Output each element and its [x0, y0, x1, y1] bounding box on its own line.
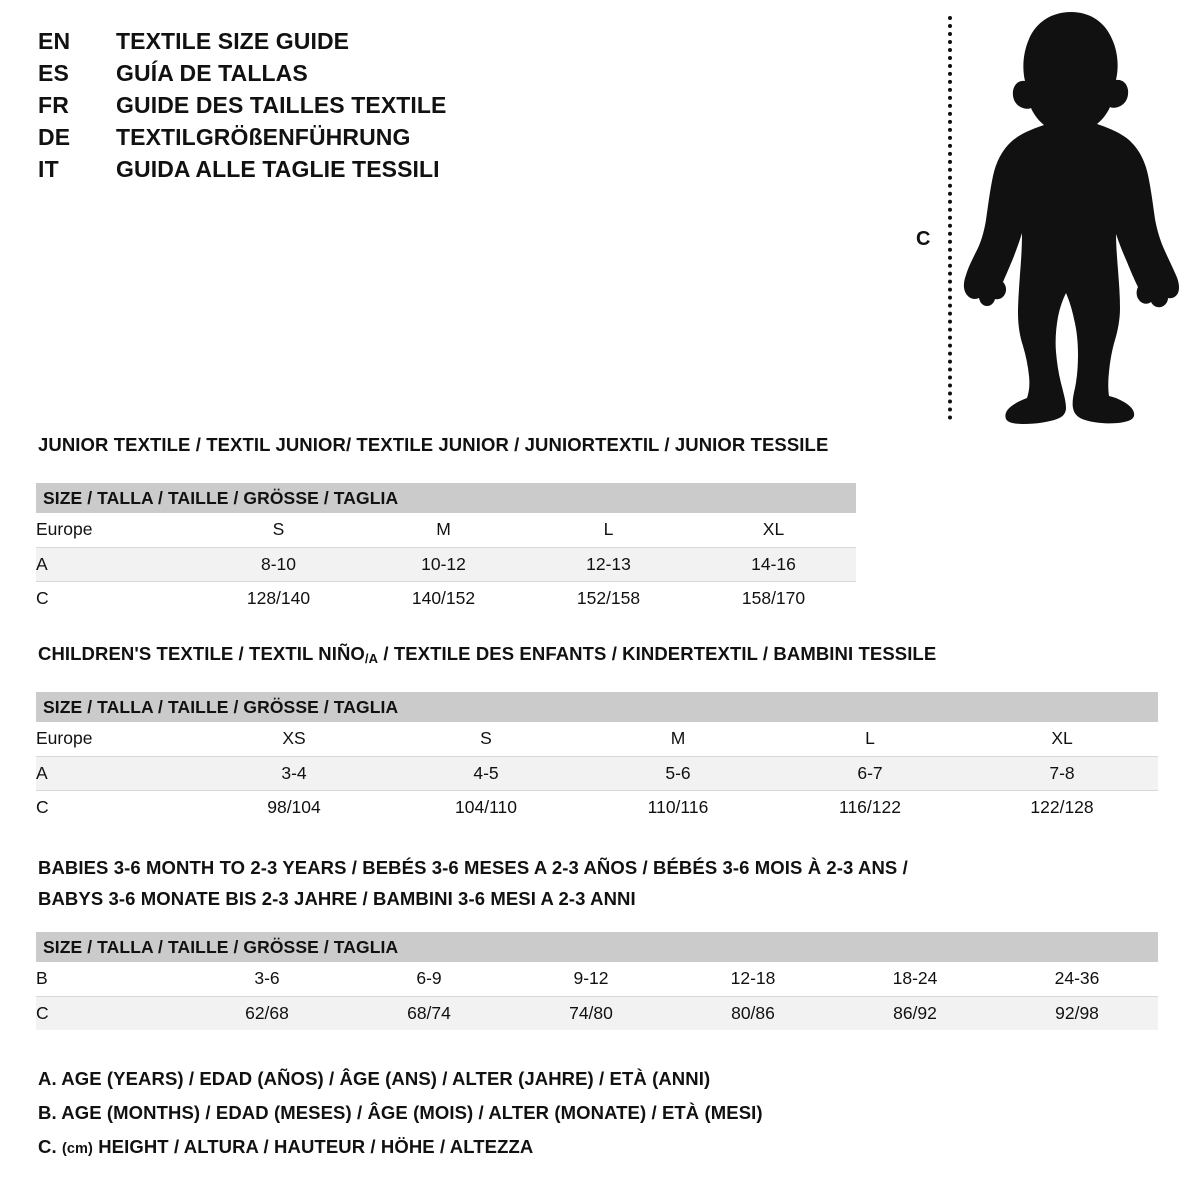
children-c-s: 104/110	[455, 796, 517, 817]
junior-europe-m: M	[436, 519, 451, 540]
children-a-s: 4-5	[473, 762, 499, 783]
section-title-children: CHILDREN'S TEXTILE / TEXTIL NIÑO/A / TEX…	[38, 643, 936, 666]
junior-c-xl: 158/170	[741, 587, 806, 608]
children-c-xl: 122/128	[1030, 796, 1094, 817]
junior-europe-l: L	[603, 519, 614, 540]
children-title-sub: /A	[364, 650, 379, 666]
junior-a-xl: 14-16	[751, 553, 796, 574]
junior-europe-xl: XL	[762, 519, 785, 540]
children-europe-m: M	[670, 728, 686, 749]
babies-b-col6: 24-36	[1054, 968, 1100, 989]
junior-band-label: SIZE / TALLA / TAILLE / GRÖSSE / TAGLIA	[36, 483, 857, 513]
height-illustration: C	[900, 10, 1185, 425]
babies-c-col6: 92/98	[1055, 1002, 1099, 1023]
babies-b-col3: 9-12	[573, 968, 609, 989]
babies-c-col3: 74/80	[569, 1002, 613, 1023]
table-row: C 98/104 104/110 110/116 116/122 122/128	[36, 790, 1159, 824]
junior-row-label-europe: Europe	[36, 519, 93, 540]
language-row-en: EN TEXTILE SIZE GUIDE	[38, 28, 658, 60]
children-row-label-c: C	[36, 796, 49, 817]
babies-c-col2: 68/74	[407, 1002, 451, 1023]
babies-c-col1: 62/68	[245, 1002, 289, 1023]
language-row-fr: FR GUIDE DES TAILLES TEXTILE	[38, 92, 658, 124]
children-band-label: SIZE / TALLA / TAILLE / GRÖSSE / TAGLIA	[36, 692, 1159, 722]
babies-c-col5: 86/92	[893, 1002, 937, 1023]
junior-row-label-a: A	[36, 553, 48, 574]
babies-b-col5: 18-24	[892, 968, 938, 989]
language-title-fr: GUIDE DES TAILLES TEXTILE	[116, 92, 447, 118]
junior-europe-s: S	[272, 519, 285, 540]
language-code-de: DE	[38, 124, 71, 150]
children-title-pre: CHILDREN'S TEXTILE / TEXTIL NIÑO	[38, 643, 365, 664]
children-europe-xs: XS	[282, 728, 306, 749]
language-code-en: EN	[38, 28, 71, 54]
language-title-en: TEXTILE SIZE GUIDE	[116, 28, 350, 54]
section-title-babies-line2: BABYS 3-6 MONATE BIS 2-3 JAHRE / BAMBINI…	[38, 888, 636, 909]
babies-size-table: SIZE / TALLA / TAILLE / GRÖSSE / TAGLIA …	[36, 932, 1159, 1030]
children-europe-xl: XL	[1051, 728, 1073, 749]
legend-block: A. AGE (YEARS) / EDAD (AÑOS) / ÂGE (ANS)…	[38, 1068, 998, 1170]
legend-c-suffix: HEIGHT / ALTURA / HAUTEUR / HÖHE / ALTEZ…	[92, 1136, 534, 1157]
table-row: B 3-6 6-9 9-12 12-18 18-24 24-36	[36, 962, 1159, 996]
babies-b-col2: 6-9	[416, 968, 442, 989]
junior-c-m: 140/152	[411, 587, 476, 608]
table-row: Europe S M L XL	[36, 513, 857, 547]
language-row-es: ES GUÍA DE TALLAS	[38, 60, 658, 92]
height-marker-label: C	[916, 228, 931, 250]
junior-size-table: SIZE / TALLA / TAILLE / GRÖSSE / TAGLIA …	[36, 483, 857, 615]
height-dashed-line	[948, 16, 952, 420]
language-code-fr: FR	[38, 92, 70, 118]
babies-table-band: SIZE / TALLA / TAILLE / GRÖSSE / TAGLIA	[36, 932, 1159, 962]
junior-c-s: 128/140	[246, 587, 311, 608]
legend-line-b: B. AGE (MONTHS) / EDAD (MESES) / ÂGE (MO…	[38, 1102, 763, 1123]
table-row: Europe XS S M L XL	[36, 722, 1159, 756]
section-title-babies-line1: BABIES 3-6 MONTH TO 2-3 YEARS / BEBÉS 3-…	[38, 857, 908, 878]
children-a-m: 5-6	[665, 762, 691, 783]
language-title-de: TEXTILGRÖßENFÜHRUNG	[116, 124, 411, 150]
junior-c-l: 152/158	[576, 587, 641, 608]
legend-c-unit: (cm)	[61, 1141, 93, 1157]
children-row-label-a: A	[36, 762, 48, 783]
junior-row-label-c: C	[36, 587, 49, 608]
language-title-block: EN TEXTILE SIZE GUIDE ES GUÍA DE TALLAS …	[38, 28, 658, 188]
language-code-es: ES	[38, 60, 70, 86]
language-title-es: GUÍA DE TALLAS	[116, 60, 308, 86]
babies-row-label-c: C	[36, 1002, 49, 1023]
children-c-l: 116/122	[839, 796, 901, 817]
children-c-m: 110/116	[647, 796, 709, 817]
babies-b-col1: 3-6	[254, 968, 280, 989]
junior-a-s: 8-10	[260, 553, 297, 574]
children-a-xs: 3-4	[281, 762, 307, 783]
section-title-junior: JUNIOR TEXTILE / TEXTIL JUNIOR/ TEXTILE …	[38, 434, 829, 455]
junior-a-m: 10-12	[421, 553, 466, 574]
junior-a-l: 12-13	[586, 553, 631, 574]
table-row: A 3-4 4-5 5-6 6-7 7-8	[36, 756, 1159, 790]
babies-c-col4: 80/86	[731, 1002, 775, 1023]
babies-b-col4: 12-18	[730, 968, 776, 989]
toddler-silhouette-icon	[963, 12, 1179, 424]
children-title-post: / TEXTILE DES ENFANTS / KINDERTEXTIL / B…	[378, 643, 937, 664]
children-row-label-europe: Europe	[36, 728, 93, 749]
children-table-band: SIZE / TALLA / TAILLE / GRÖSSE / TAGLIA	[36, 692, 1159, 722]
children-europe-l: L	[865, 728, 875, 749]
legend-line-a: A. AGE (YEARS) / EDAD (AÑOS) / ÂGE (ANS)…	[38, 1068, 711, 1089]
legend-line-c: C. (cm) HEIGHT / ALTURA / HAUTEUR / HÖHE…	[38, 1136, 998, 1170]
table-row: A 8-10 10-12 12-13 14-16	[36, 547, 857, 581]
language-row-it: IT GUIDA ALLE TAGLIE TESSILI	[38, 156, 658, 188]
children-c-xs: 98/104	[267, 796, 321, 817]
language-code-it: IT	[38, 156, 59, 182]
children-size-table: SIZE / TALLA / TAILLE / GRÖSSE / TAGLIA …	[36, 692, 1159, 824]
legend-c-prefix: C.	[38, 1136, 62, 1157]
table-row: C 128/140 140/152 152/158 158/170	[36, 581, 857, 615]
junior-table-band: SIZE / TALLA / TAILLE / GRÖSSE / TAGLIA	[36, 483, 857, 513]
babies-band-label: SIZE / TALLA / TAILLE / GRÖSSE / TAGLIA	[36, 932, 1159, 962]
babies-row-label-b: B	[36, 968, 48, 989]
language-title-it: GUIDA ALLE TAGLIE TESSILI	[116, 156, 440, 182]
table-row: C 62/68 68/74 74/80 80/86 86/92 92/98	[36, 996, 1159, 1030]
children-a-xl: 7-8	[1049, 762, 1075, 783]
language-row-de: DE TEXTILGRÖßENFÜHRUNG	[38, 124, 658, 156]
children-a-l: 6-7	[857, 762, 883, 783]
children-europe-s: S	[480, 728, 492, 749]
